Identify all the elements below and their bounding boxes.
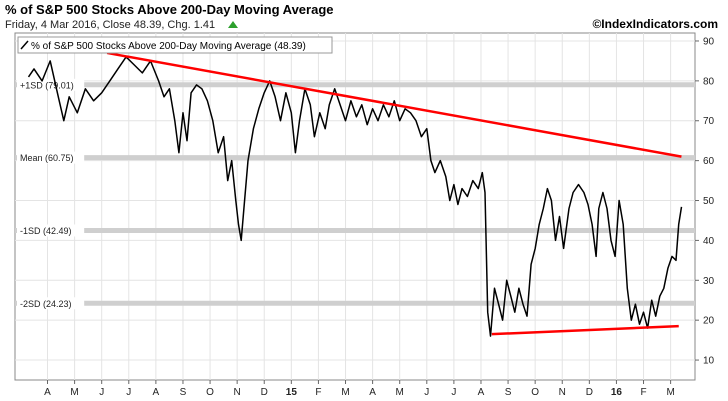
- chart-subtitle: Friday, 4 Mar 2016, Close 48.39, Chg. 1.…: [5, 19, 215, 31]
- series-line: [27, 56, 683, 337]
- trendlines: [106, 51, 682, 336]
- legend: % of S&P 500 Stocks Above 200-Day Moving…: [17, 36, 333, 54]
- x-tick-label: N: [559, 387, 566, 398]
- reference-lines: +1SD (79.01) Mean (60.75) -1SD (42.49) -2SD…: [15, 78, 695, 310]
- y-tick-label: 50: [703, 196, 715, 207]
- reference-line-label: -2SD (24.23): [20, 299, 72, 309]
- legend-label: % of S&P 500 Stocks Above 200-Day Moving…: [31, 41, 306, 52]
- x-tick-label: F: [640, 387, 646, 398]
- y-tick-label: 40: [703, 236, 715, 247]
- reference-line-label: -1SD (42.49): [20, 226, 72, 236]
- y-tick-label: 90: [703, 36, 715, 47]
- x-tick-label: A: [369, 387, 376, 398]
- x-tick-label: D: [261, 387, 268, 398]
- x-tick-label: J: [99, 387, 104, 398]
- chart-credit: ©IndexIndicators.com: [592, 17, 718, 31]
- trendline: [106, 51, 682, 158]
- reference-line-label: Mean (60.75): [20, 153, 74, 163]
- y-tick-label: 60: [703, 156, 715, 167]
- reference-line-label: +1SD (79.01): [20, 80, 74, 90]
- y-axis: 10 20 30 40 50 60 70 80 90: [695, 36, 715, 367]
- trendline: [491, 324, 679, 336]
- reference-label-bg: [17, 297, 85, 310]
- reference-label-bg: [17, 224, 85, 237]
- change-up-arrow-icon: [228, 21, 238, 28]
- x-tick-label: A: [153, 387, 160, 398]
- x-tick-label: D: [586, 387, 593, 398]
- x-tick-label: A: [478, 387, 485, 398]
- legend-box: [17, 36, 333, 54]
- chart-title: % of S&P 500 Stocks Above 200-Day Moving…: [5, 2, 334, 17]
- x-tick-label: N: [234, 387, 241, 398]
- x-tick-label: A: [44, 387, 51, 398]
- x-tick-label: M: [396, 387, 404, 398]
- reference-label-bg: [17, 78, 85, 91]
- y-tick-label: 30: [703, 276, 715, 287]
- x-tick-label: M: [666, 387, 674, 398]
- x-tick-label: S: [180, 387, 187, 398]
- x-tick-label: M: [70, 387, 78, 398]
- reference-label-bg: [17, 151, 85, 164]
- x-tick-label: 15: [286, 387, 298, 398]
- x-tick-label: O: [531, 387, 539, 398]
- x-tick-label: J: [451, 387, 456, 398]
- x-axis: A M J J A S O N D 15 F M A M J J A S O N D 16 F M: [44, 380, 675, 398]
- legend-line-icon: [20, 40, 29, 50]
- x-tick-label: J: [424, 387, 429, 398]
- y-tick-label: 80: [703, 76, 715, 87]
- x-tick-label: F: [315, 387, 321, 398]
- y-tick-label: 70: [703, 116, 715, 127]
- x-tick-label: J: [126, 387, 131, 398]
- y-tick-label: 20: [703, 316, 715, 327]
- y-tick-label: 10: [703, 356, 715, 367]
- x-tick-label: 16: [611, 387, 623, 398]
- x-tick-label: S: [505, 387, 512, 398]
- x-tick-label: O: [206, 387, 214, 398]
- series-layer: [27, 56, 683, 337]
- x-tick-label: M: [341, 387, 349, 398]
